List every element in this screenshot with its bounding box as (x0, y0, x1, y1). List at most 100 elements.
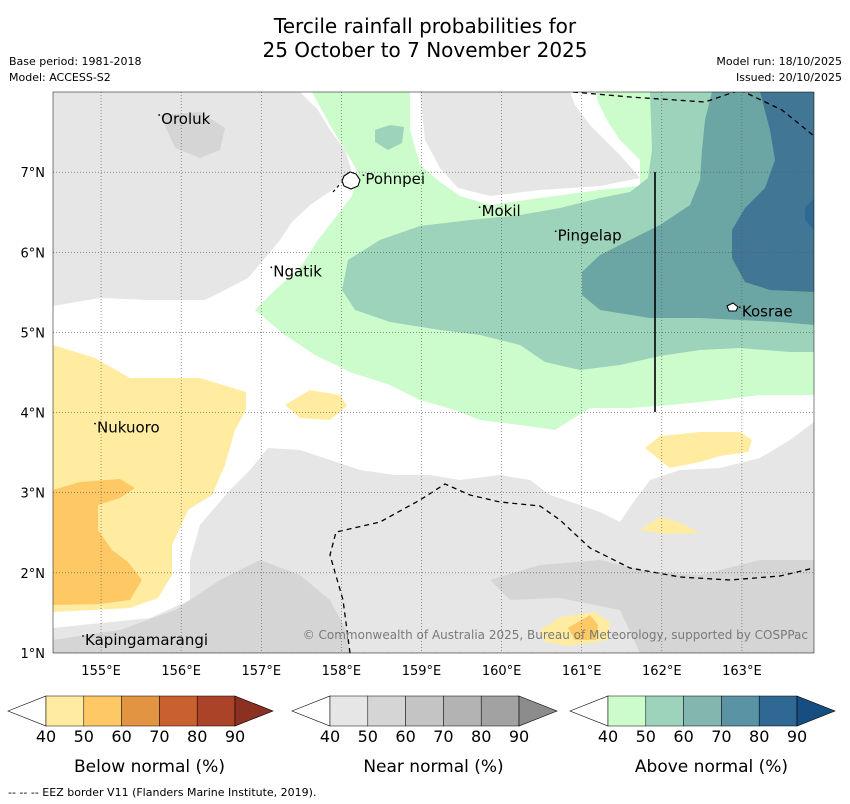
lat-tick-label: 7°N (21, 166, 46, 181)
eez-border-pohnpei (332, 183, 341, 193)
below-normal-patch-east-small (640, 517, 700, 534)
model-run: Model run: 18/10/2025 (716, 55, 842, 68)
colorbar-tick-label: 40 (598, 727, 618, 746)
colorbar-title: Near normal (%) (363, 757, 503, 777)
colorbar-swatch (443, 695, 482, 727)
colorbar-extend-high (234, 695, 274, 727)
colorbar-tick-label: 50 (358, 727, 378, 746)
map-fill-layer (53, 92, 814, 653)
place-marker (554, 230, 557, 233)
title-line-1: Tercile rainfall probabilities for (273, 14, 577, 38)
place-label-kosrae: Kosrae (742, 302, 793, 320)
place-marker (362, 174, 365, 177)
place-marker (82, 635, 84, 637)
below-normal-patch-south-2 (568, 615, 598, 640)
near-normal-patch-west (53, 636, 83, 653)
below-normal-patch-central (285, 390, 347, 420)
colorbar-swatch (45, 695, 85, 727)
copyright-text: © Commonwealth of Australia 2025, Bureau… (302, 628, 808, 642)
model-name: Model: ACCESS-S2 (9, 71, 111, 84)
place-label-pingelap: Pingelap (558, 226, 622, 244)
place-marker (158, 114, 161, 116)
place-marker (739, 306, 741, 309)
near-normal-region-darker (53, 560, 350, 653)
below-normal-patch-east (645, 432, 752, 468)
near-normal-region-darker-2 (490, 560, 814, 653)
colorbar-tick-label: 60 (395, 727, 415, 746)
place-label-ngatik: Ngatik (273, 262, 322, 280)
lon-tick-label: 157°E (242, 664, 282, 679)
colorbar-swatch (367, 695, 406, 727)
colorbar-extend-low (291, 695, 331, 727)
lon-tick-label: 162°E (642, 664, 682, 679)
colorbar-swatch (607, 695, 647, 727)
colorbar-swatch (121, 695, 160, 727)
colorbar-tick-label: 40 (36, 727, 56, 746)
colorbar-swatch (480, 695, 520, 727)
gridlines (53, 92, 814, 653)
colorbar-extend-high (796, 695, 836, 727)
place-label-oroluk: Oroluk (161, 110, 210, 128)
colorbar-tick-label: 50 (74, 727, 94, 746)
colorbar-swatch (758, 695, 798, 727)
near-normal-region-top (420, 92, 640, 196)
colorbar-tick-label: 80 (471, 727, 491, 746)
colorbar-swatch (721, 695, 760, 727)
colorbar-swatch (159, 695, 198, 727)
colorbar-tick-label: 40 (320, 727, 340, 746)
colorbar-tick-label: 80 (187, 727, 207, 746)
eez-footnote: -- -- -- EEZ border V11 (Flanders Marine… (8, 786, 317, 799)
lon-tick-label: 161°E (562, 664, 602, 679)
issued-date: Issued: 20/10/2025 (735, 71, 842, 84)
colorbar-extend-low (569, 695, 609, 727)
colorbar-swatch (196, 695, 236, 727)
title-line-2: 25 October to 7 November 2025 (262, 38, 588, 62)
colorbar-swatch (645, 695, 684, 727)
colorbar-tick-label: 70 (433, 727, 453, 746)
place-marker (478, 206, 481, 209)
base-period: Base period: 1981-2018 (9, 55, 142, 68)
place-marker (270, 266, 273, 269)
place-label-nukuoro: Nukuoro (97, 419, 160, 437)
colorbar-tick-label: 90 (787, 727, 807, 746)
eez-border-north (572, 92, 814, 137)
colorbar-swatch (405, 695, 444, 727)
colorbar-tick-label: 60 (111, 727, 131, 746)
above-normal-patch-north (375, 125, 404, 150)
place-marker (94, 422, 96, 425)
lat-tick-label: 5°N (21, 326, 46, 341)
axis-ticks: 1°N 2°N 3°N 4°N 5°N 6°N 7°N 155°E 156°E 157°E 158°… (21, 166, 762, 679)
place-label-pohnpei: Pohnpei (365, 170, 425, 188)
pohnpei-island (341, 171, 361, 190)
lon-tick-label: 155°E (81, 664, 121, 679)
lon-tick-label: 159°E (402, 664, 442, 679)
lat-tick-label: 6°N (21, 246, 46, 261)
colorbar-tick-label: 70 (711, 727, 731, 746)
kosrae-island (726, 302, 739, 312)
colorbar-swatch (683, 695, 722, 727)
colorbar-extend-low (7, 695, 47, 727)
above-normal-region-80 (732, 92, 814, 292)
lon-tick-label: 156°E (161, 664, 201, 679)
colorbar-title: Below normal (%) (74, 757, 225, 777)
above-normal-patch-dark (805, 198, 814, 230)
lon-tick-label: 158°E (322, 664, 362, 679)
colorbar-swatch (83, 695, 122, 727)
lat-tick-label: 2°N (21, 567, 46, 582)
lat-tick-label: 3°N (21, 487, 46, 502)
place-label-kapingamarangi: Kapingamarangi (85, 631, 208, 649)
lat-tick-label: 1°N (21, 647, 46, 662)
colorbar-tick-label: 70 (149, 727, 169, 746)
place-label-mokil: Mokil (482, 202, 521, 220)
below-normal-region-west-2 (53, 479, 142, 605)
colorbar-tick-label: 80 (749, 727, 769, 746)
lon-tick-label: 163°E (722, 664, 762, 679)
near-normal-region-north (53, 92, 352, 306)
map-frame (52, 91, 815, 654)
lon-tick-label: 160°E (482, 664, 522, 679)
colorbar-title: Above normal (%) (635, 757, 788, 777)
colorbar-tick-label: 50 (636, 727, 656, 746)
lat-tick-label: 4°N (21, 407, 46, 422)
